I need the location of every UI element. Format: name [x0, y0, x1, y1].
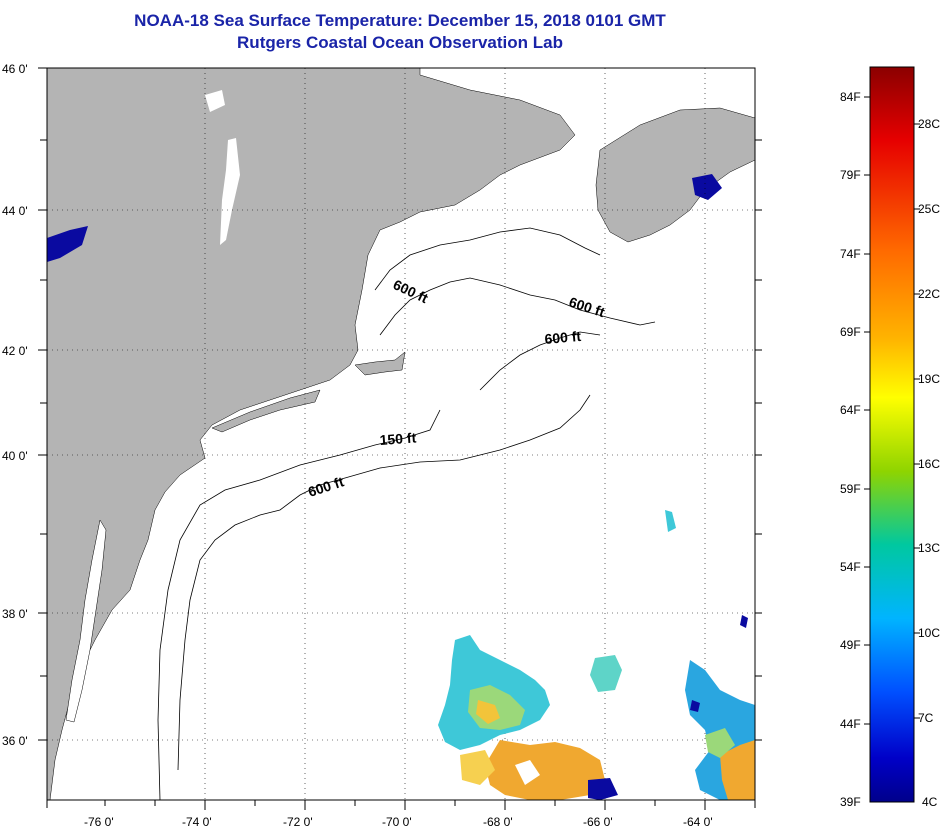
colorbar-ticks — [864, 96, 920, 725]
legend-c-label: 28C — [918, 117, 940, 131]
legend-c-label: 22C — [918, 287, 940, 301]
land-cape-cod — [354, 351, 406, 376]
map-title: NOAA-18 Sea Surface Temperature: Decembe… — [134, 11, 666, 30]
colorbar — [869, 66, 915, 803]
legend-f-label: 74F — [840, 247, 861, 261]
land-long-island — [211, 389, 321, 433]
lake-champlain — [220, 138, 240, 245]
axis-ticks — [38, 67, 762, 810]
lon-label: -76 0' — [84, 815, 114, 829]
lake-winnipesaukee — [205, 90, 225, 112]
legend-f-label: 69F — [840, 325, 861, 339]
bras-dor-lake — [692, 174, 722, 200]
legend-c-label: 7C — [918, 711, 934, 725]
legend-c-label: 19C — [918, 372, 940, 386]
legend-f-label: 64F — [840, 403, 861, 417]
lat-label: 36 0' — [2, 734, 28, 748]
legend-f-label: 44F — [840, 717, 861, 731]
contour-label-600ft-georges: 600 ft — [544, 328, 582, 347]
lon-label: -66 0' — [583, 815, 613, 829]
legend-c-label: 16C — [918, 457, 940, 471]
lon-label: -68 0' — [483, 815, 513, 829]
legend-c-label: 25C — [918, 202, 940, 216]
lon-label: -74 0' — [182, 815, 212, 829]
lat-label: 38 0' — [2, 607, 28, 621]
chesapeake-bay — [65, 519, 107, 723]
legend-f-label: 39F — [840, 795, 861, 809]
legend-f-label: 79F — [840, 168, 861, 182]
land-us-coast — [46, 67, 576, 801]
map-frame — [46, 67, 756, 801]
legend-f-label: 54F — [840, 560, 861, 574]
lon-label: -70 0' — [382, 815, 412, 829]
map-subtitle: Rutgers Coastal Ocean Observation Lab — [237, 33, 563, 52]
legend-f-label: 84F — [840, 90, 861, 104]
contour-label-150ft: 150 ft — [379, 429, 417, 448]
lat-label: 42 0' — [2, 344, 28, 358]
legend-c-label: 13C — [918, 541, 940, 555]
sst-data — [438, 510, 755, 800]
lat-label: 40 0' — [2, 449, 28, 463]
legend-c-label: 10C — [918, 626, 940, 640]
legend-f-label: 49F — [840, 638, 861, 652]
legend-c-label: 4C — [922, 795, 938, 809]
lon-label: -64 0' — [683, 815, 713, 829]
lat-label: 44 0' — [2, 204, 28, 218]
lon-label: -72 0' — [283, 815, 313, 829]
land-nova-scotia — [595, 107, 756, 243]
legend-f-label: 59F — [840, 482, 861, 496]
lake-ontario — [47, 226, 88, 262]
bathymetry-contours — [157, 227, 656, 801]
lat-label: 46 0' — [2, 62, 28, 76]
